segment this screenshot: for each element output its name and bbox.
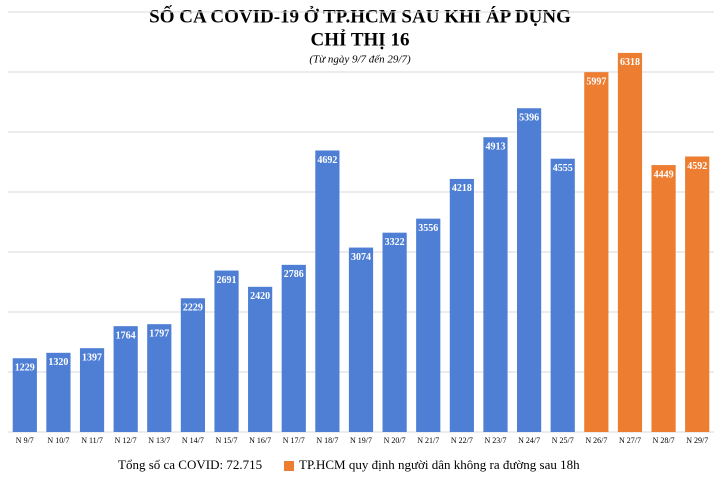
x-tick-label: N 15/7 bbox=[216, 436, 238, 445]
bar bbox=[483, 137, 508, 432]
x-tick-label: N 18/7 bbox=[316, 436, 338, 445]
bar bbox=[147, 324, 172, 432]
annotation: Tổng số ca COVID: 72.715 bbox=[118, 457, 262, 472]
data-label: 5396 bbox=[519, 113, 539, 124]
data-label: 5997 bbox=[586, 76, 606, 87]
x-tick-label: N 9/7 bbox=[16, 436, 34, 445]
data-label: 4555 bbox=[553, 163, 573, 174]
bar bbox=[214, 270, 239, 432]
bar bbox=[79, 348, 105, 432]
x-tick-label: N 25/7 bbox=[552, 436, 574, 445]
bar bbox=[617, 52, 643, 433]
bar bbox=[584, 72, 609, 433]
bar bbox=[12, 358, 37, 432]
bar bbox=[348, 247, 374, 432]
x-tick-label: N 22/7 bbox=[451, 436, 473, 445]
data-label: 1229 bbox=[15, 363, 35, 374]
x-tick-label: N 27/7 bbox=[619, 436, 641, 445]
data-label: 4218 bbox=[452, 183, 472, 194]
data-label: 1397 bbox=[82, 352, 102, 363]
chart-subtitle: (Từ ngày 9/7 đến 29/7) bbox=[309, 54, 411, 66]
data-label: 3556 bbox=[418, 223, 438, 234]
x-tick-label: N 10/7 bbox=[47, 436, 69, 445]
x-tick-label: N 16/7 bbox=[249, 436, 271, 445]
x-tick-label: N 26/7 bbox=[585, 436, 607, 445]
data-label: 4592 bbox=[687, 161, 707, 172]
data-label: 6318 bbox=[620, 57, 640, 68]
bar bbox=[416, 218, 441, 432]
data-label: 3322 bbox=[385, 237, 405, 248]
bar bbox=[449, 178, 474, 432]
data-label: 3074 bbox=[351, 252, 371, 263]
data-label: 2229 bbox=[183, 303, 203, 314]
data-label: 4692 bbox=[317, 155, 337, 166]
bar bbox=[113, 326, 138, 432]
x-tick-label: N 12/7 bbox=[115, 436, 137, 445]
bar bbox=[382, 232, 407, 432]
data-label: 4913 bbox=[485, 142, 505, 153]
x-tick-label: N 19/7 bbox=[350, 436, 372, 445]
legend-label: TP.HCM quy định người dân không ra đường… bbox=[299, 457, 580, 472]
x-tick-label: N 23/7 bbox=[484, 436, 506, 445]
data-label: 1797 bbox=[149, 328, 169, 339]
bar bbox=[550, 158, 575, 432]
data-label: 1320 bbox=[48, 357, 68, 368]
bar bbox=[685, 156, 710, 433]
bar bbox=[248, 286, 273, 432]
x-tick-label: N 21/7 bbox=[417, 436, 439, 445]
x-tick-label: N 14/7 bbox=[182, 436, 204, 445]
x-tick-label: N 11/7 bbox=[81, 436, 103, 445]
x-tick-label: N 29/7 bbox=[686, 436, 708, 445]
bar bbox=[516, 108, 542, 433]
x-tick-label: N 20/7 bbox=[384, 436, 406, 445]
data-label: 2786 bbox=[284, 269, 304, 280]
x-tick-label: N 13/7 bbox=[148, 436, 170, 445]
bar bbox=[651, 165, 676, 432]
data-label: 4449 bbox=[654, 169, 674, 180]
data-label: 2420 bbox=[250, 291, 270, 302]
legend-swatch bbox=[284, 461, 294, 471]
x-tick-label: N 24/7 bbox=[518, 436, 540, 445]
bar bbox=[180, 298, 206, 432]
chart-title: CHỈ THỊ 16 bbox=[311, 29, 410, 50]
bar bbox=[281, 264, 306, 432]
x-tick-label: N 28/7 bbox=[653, 436, 675, 445]
data-label: 1764 bbox=[116, 330, 136, 341]
data-label: 2691 bbox=[217, 275, 237, 286]
bar bbox=[315, 150, 340, 433]
bar bbox=[46, 352, 71, 432]
x-tick-label: N 17/7 bbox=[283, 436, 305, 445]
chart-title: SỐ CA COVID-19 Ở TP.HCM SAU KHI ÁP DỤNG bbox=[149, 5, 571, 27]
